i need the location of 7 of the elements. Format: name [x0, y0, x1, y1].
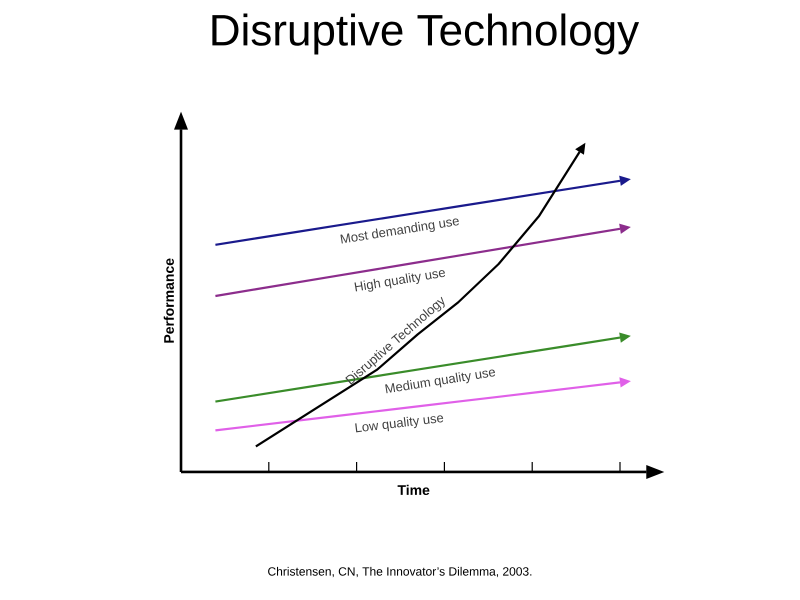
- y-axis-title: Performance: [164, 258, 174, 343]
- text: Most demanding use: [340, 218, 459, 244]
- text: Christensen, CN, The Innovator’s Dilemma, 2003.: [268, 566, 532, 578]
- x-axis-title: Time: [398, 484, 430, 496]
- chart-title: Disruptive Technology: [212, 13, 640, 54]
- text: Low quality use: [355, 415, 444, 432]
- text: High quality use: [354, 270, 446, 292]
